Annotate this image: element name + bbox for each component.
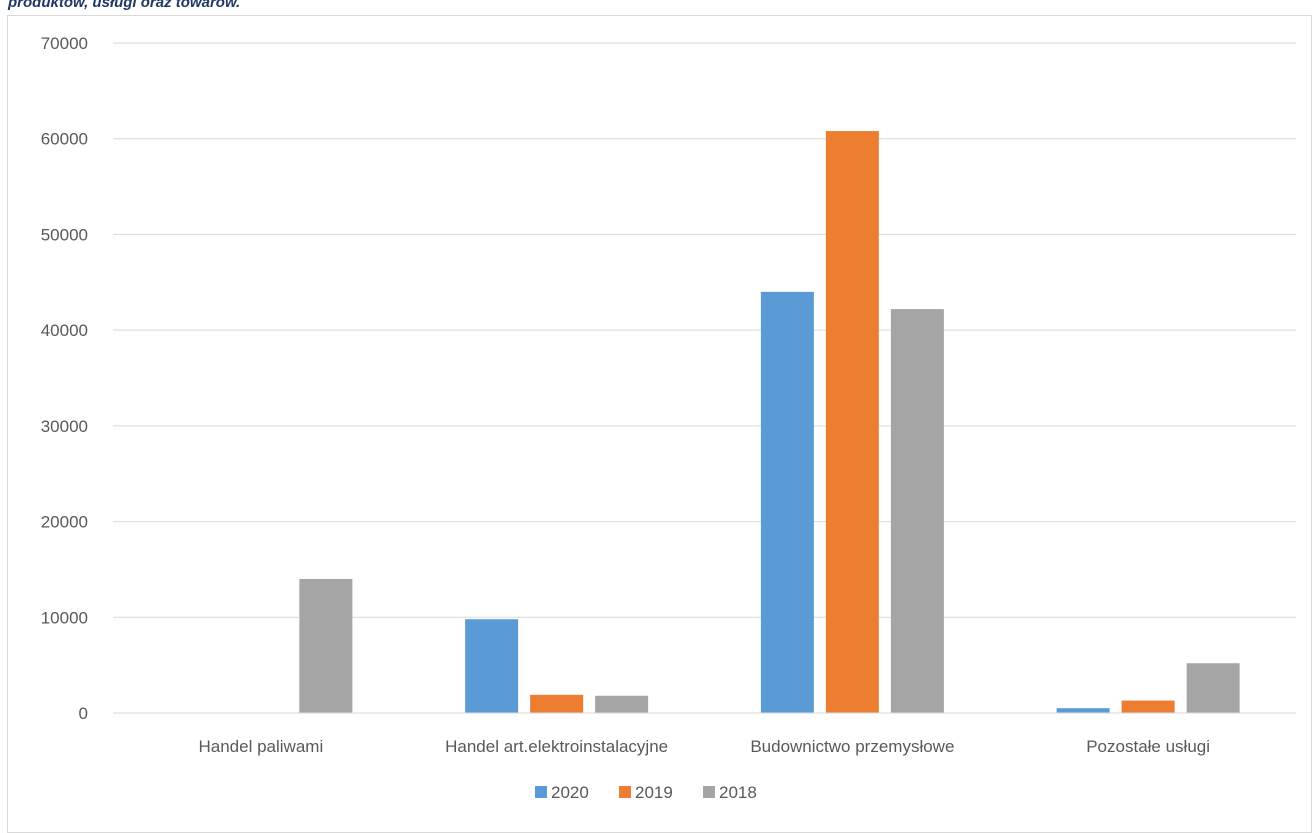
figure-caption: produktów, usługi oraz towarów.: [8, 0, 241, 11]
bar-2019-4: [1121, 700, 1175, 713]
y-tick-label: 50000: [41, 225, 88, 244]
bar-2018-2: [595, 695, 649, 713]
y-tick-label: 20000: [41, 513, 88, 532]
y-tick-label: 40000: [41, 321, 88, 340]
legend-swatch-2018: [703, 786, 715, 798]
x-tick-label: Handel paliwami: [199, 737, 324, 756]
bar-2018-1: [299, 579, 353, 713]
x-tick-label: Handel art.elektroinstalacyjne: [445, 737, 668, 756]
x-tick-label: Pozostałe usługi: [1086, 737, 1210, 756]
bar-2020-4: [1056, 708, 1110, 713]
y-tick-label: 70000: [41, 34, 88, 53]
legend-label-2020: 2020: [551, 783, 589, 802]
bar-2020-3: [760, 291, 814, 713]
bar-2020-2: [465, 619, 519, 713]
y-tick-label: 0: [79, 704, 88, 723]
legend-swatch-2019: [619, 786, 631, 798]
bar-2018-3: [890, 309, 944, 713]
gridlines: [113, 42, 1296, 618]
legend-label-2018: 2018: [719, 783, 757, 802]
x-tick-label: Budownictwo przemysłowe: [750, 737, 954, 756]
category-labels: Handel paliwami Handel art.elektroinstala…: [199, 737, 1211, 756]
bars: [299, 131, 1240, 714]
bar-2018-4: [1186, 663, 1240, 713]
legend-label-2019: 2019: [635, 783, 673, 802]
y-tick-label: 30000: [41, 417, 88, 436]
y-axis-ticks: 0 10000 20000 30000 40000 50000 60000 70000: [41, 34, 88, 723]
legend: 2020 2019 2018: [535, 783, 757, 802]
y-tick-label: 60000: [41, 130, 88, 149]
y-tick-label: 10000: [41, 608, 88, 627]
bar-2019-2: [530, 694, 584, 713]
legend-swatch-2020: [535, 786, 547, 798]
bar-2019-3: [825, 131, 879, 714]
